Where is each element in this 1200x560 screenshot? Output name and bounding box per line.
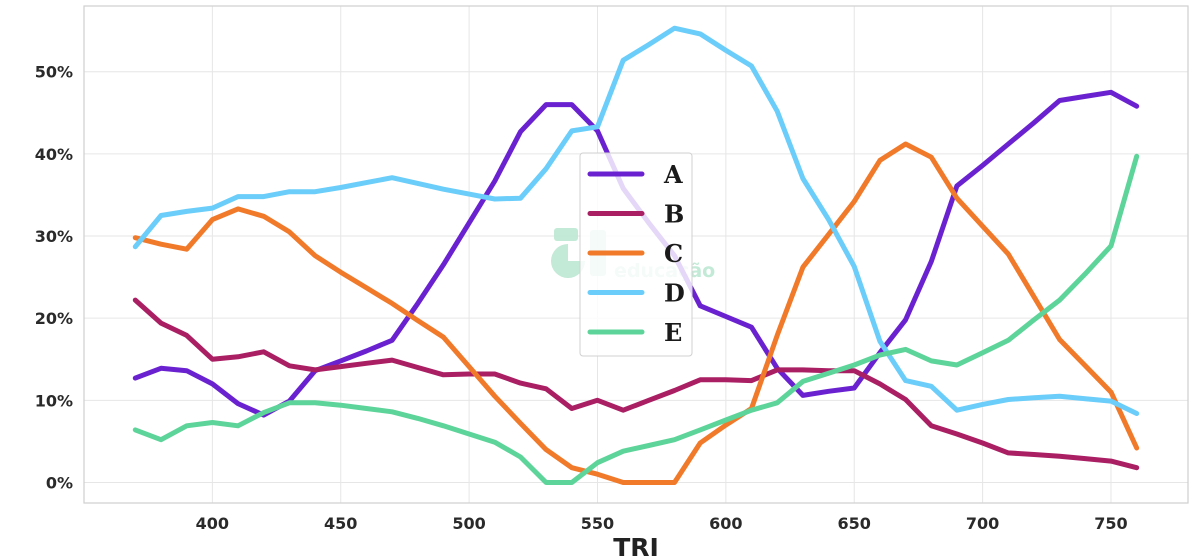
x-tick-label: 650 [838, 514, 871, 533]
legend-label-e: E [664, 318, 682, 347]
y-tick-label: 20% [35, 309, 73, 328]
y-tick-label: 10% [35, 391, 73, 410]
y-tick-label: 30% [35, 227, 73, 246]
legend-label-b: B [664, 200, 684, 229]
series-line-b [132, 297, 1140, 471]
legend-label-c: C [664, 239, 683, 268]
series-line-d [132, 25, 1140, 416]
x-tick-label: 550 [581, 514, 614, 533]
watermark-leaf-icon [551, 244, 585, 278]
series-line-c [132, 141, 1140, 485]
watermark-bar [554, 228, 578, 241]
legend-label-d: D [664, 279, 685, 308]
x-tick-label: 750 [1094, 514, 1127, 533]
x-tick-label: 400 [196, 514, 229, 533]
y-tick-label: 40% [35, 145, 73, 164]
x-tick-labels: 400 450 500 550 600 650 700 750 [196, 514, 1128, 533]
x-tick-label: 500 [452, 514, 485, 533]
x-tick-label: 600 [709, 514, 742, 533]
x-tick-label: 450 [324, 514, 357, 533]
plot-border [83, 5, 1189, 504]
plot-frame [83, 5, 1189, 504]
y-tick-label: 0% [46, 473, 73, 492]
legend-label-a: A [663, 160, 683, 189]
series-line-e [132, 153, 1140, 485]
x-axis-title: TRI [613, 533, 659, 560]
y-tick-labels: 0% 10% 20% 30% 40% 50% [35, 63, 73, 493]
y-tick-label: 50% [35, 63, 73, 82]
x-tick-label: 700 [966, 514, 999, 533]
series-lines [132, 25, 1140, 485]
